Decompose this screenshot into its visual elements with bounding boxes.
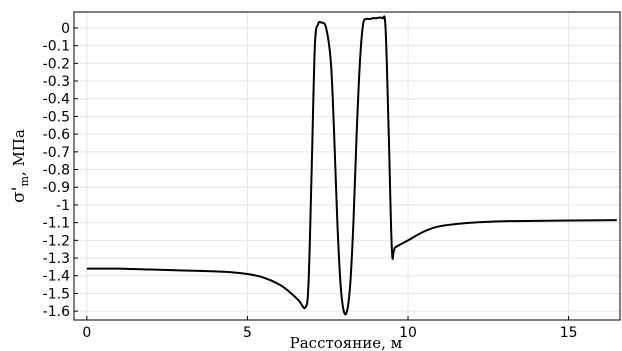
y-tick-label: -0.2 xyxy=(43,56,70,72)
y-tick-labels: 0 -0.1-0.2 -0.3 -0.4-0.5 -0.6 -0.7 -0.8-0.9 -1 -… xyxy=(43,21,70,320)
y-axis-title: σ'm, МПа xyxy=(9,129,31,203)
x-tick-labels: 0 5 10 15 xyxy=(82,325,577,341)
y-tick-label: -0.9 xyxy=(43,180,70,196)
grid-lines xyxy=(74,12,620,320)
y-tick-label: -1.1 xyxy=(43,216,70,232)
y-axis-title-main: σ' xyxy=(9,187,29,203)
x-tick-label: 10 xyxy=(399,325,417,341)
y-tick-label: -1.3 xyxy=(43,251,70,267)
y-tick-label: -0.3 xyxy=(43,74,70,90)
axis-ticks xyxy=(74,27,570,320)
y-tick-label: -1.5 xyxy=(43,286,70,302)
y-tick-label: -0.7 xyxy=(43,145,70,161)
y-tick-label: -1 xyxy=(56,198,70,214)
y-tick-label: -0.5 xyxy=(43,109,70,125)
x-tick-label: 0 xyxy=(82,325,91,341)
series-line xyxy=(86,15,617,316)
y-axis-title-sub: m xyxy=(18,176,31,187)
y-tick-label: -0.6 xyxy=(43,127,70,143)
x-axis-title: Расстояние, м xyxy=(290,334,403,351)
y-tick-label: -0.8 xyxy=(43,163,70,179)
y-tick-label: -0.4 xyxy=(43,92,70,108)
y-tick-label: -0.1 xyxy=(43,39,70,55)
x-tick-label: 5 xyxy=(243,325,252,341)
y-tick-label: -1.2 xyxy=(43,233,70,249)
y-tick-label: 0 xyxy=(61,21,70,37)
x-tick-label: 15 xyxy=(560,325,578,341)
plot-frame xyxy=(73,11,621,321)
y-axis-title-unit: , МПа xyxy=(10,129,28,176)
y-tick-label: -1.4 xyxy=(43,269,70,285)
y-tick-label: -1.6 xyxy=(43,304,70,320)
